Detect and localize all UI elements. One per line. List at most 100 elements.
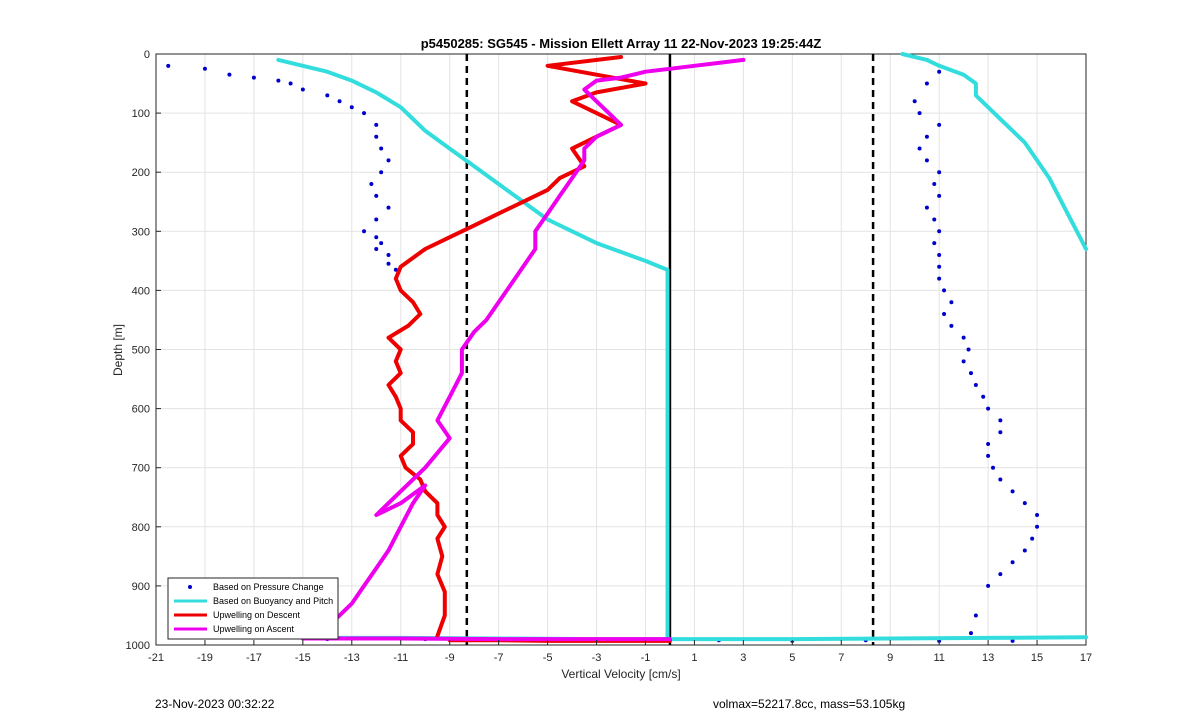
data-point <box>374 247 379 252</box>
y-axis-label: Depth [m] <box>111 324 125 376</box>
data-point <box>379 241 384 246</box>
chart-title: p5450285: SG545 - Mission Ellett Array 1… <box>421 36 822 51</box>
data-point <box>973 613 978 618</box>
data-point <box>386 261 391 266</box>
data-point <box>932 182 937 187</box>
data-point <box>932 241 937 246</box>
y-tick-label: 0 <box>144 49 150 61</box>
series-line <box>900 52 1088 251</box>
data-point <box>961 359 966 364</box>
data-point <box>924 205 929 210</box>
reference-lines <box>465 54 875 645</box>
data-point <box>393 267 398 272</box>
x-tick-label: 5 <box>789 652 795 664</box>
data-point <box>1022 501 1027 506</box>
data-point <box>276 78 281 83</box>
data-point <box>1030 536 1035 541</box>
x-tick-label: 13 <box>982 652 994 664</box>
timestamp-footer: 23-Nov-2023 00:32:22 <box>155 697 275 711</box>
x-tick-label: 3 <box>740 652 746 664</box>
data-point <box>1010 638 1015 643</box>
data-point <box>998 430 1003 435</box>
data-point <box>337 99 342 104</box>
volmax-mass-footer: volmax=52217.8cc, mass=53.105kg <box>713 697 906 711</box>
data-point <box>374 217 379 222</box>
x-tick-label: 1 <box>691 652 697 664</box>
x-tick-label: 17 <box>1080 652 1092 664</box>
data-point <box>986 442 991 447</box>
data-point <box>937 252 942 257</box>
y-tick-label: 900 <box>132 581 150 593</box>
x-tick-label: -5 <box>543 652 553 664</box>
data-point <box>973 382 978 387</box>
x-tick-label: -3 <box>592 652 602 664</box>
y-tick-label: 800 <box>132 522 150 534</box>
data-point <box>937 264 942 269</box>
data-point <box>912 99 917 104</box>
data-point <box>374 122 379 127</box>
y-tick-label: 500 <box>132 345 150 357</box>
data-point <box>961 335 966 340</box>
data-point <box>949 300 954 305</box>
data-point <box>1035 524 1040 529</box>
data-point <box>924 81 929 86</box>
legend-label: Based on Buoyancy and Pitch <box>213 596 333 606</box>
data-point <box>966 347 971 352</box>
y-tick-label: 700 <box>132 463 150 475</box>
series-line <box>276 57 670 642</box>
x-tick-label: 7 <box>838 652 844 664</box>
data-point <box>924 158 929 163</box>
data-point <box>942 288 947 293</box>
x-tick-label: 15 <box>1031 652 1043 664</box>
data-point <box>166 63 171 68</box>
data-point <box>374 193 379 198</box>
data-point <box>1010 560 1015 565</box>
legend: Based on Pressure Change Based on Buoyanc… <box>167 577 339 640</box>
data-point <box>202 66 207 71</box>
y-tick-label: 600 <box>132 404 150 416</box>
data-point <box>1035 512 1040 517</box>
data-point <box>924 134 929 139</box>
data-point <box>917 111 922 116</box>
data-point <box>968 631 973 636</box>
data-point <box>949 323 954 328</box>
series-upwelling-on-descent <box>386 55 672 643</box>
x-tick-label: -19 <box>197 652 213 664</box>
data-point <box>986 406 991 411</box>
data-point <box>379 170 384 175</box>
data-point <box>937 170 942 175</box>
data-point <box>968 371 973 376</box>
data-point <box>362 229 367 234</box>
x-tick-label: -17 <box>246 652 262 664</box>
data-point <box>998 572 1003 577</box>
data-point <box>986 453 991 458</box>
data-point <box>379 146 384 151</box>
series-line <box>300 636 672 642</box>
data-point <box>937 229 942 234</box>
grid <box>155 53 1087 646</box>
data-point <box>386 205 391 210</box>
data-series <box>166 52 1088 643</box>
y-tick-label: 400 <box>132 285 150 297</box>
legend-marker <box>188 585 192 589</box>
legend-label: Based on Pressure Change <box>213 582 324 592</box>
data-point <box>937 122 942 127</box>
x-tick-label: -1 <box>641 652 651 664</box>
data-point <box>998 418 1003 423</box>
data-point <box>325 93 330 98</box>
data-point <box>362 111 367 116</box>
legend-label: Upwelling on Ascent <box>213 624 295 634</box>
y-tick-label: 200 <box>132 167 150 179</box>
x-tick-label: -9 <box>445 652 455 664</box>
series-based-on-pressure-change <box>166 57 1040 643</box>
data-point <box>349 105 354 110</box>
y-tick-label: 100 <box>132 108 150 120</box>
series-line <box>288 57 746 639</box>
data-point <box>386 252 391 257</box>
data-point <box>251 75 256 80</box>
data-point <box>369 182 374 187</box>
legend-label: Upwelling on Descent <box>213 610 301 620</box>
x-tick-label: 9 <box>887 652 893 664</box>
data-point <box>374 134 379 139</box>
y-tick-label: 1000 <box>126 640 150 652</box>
